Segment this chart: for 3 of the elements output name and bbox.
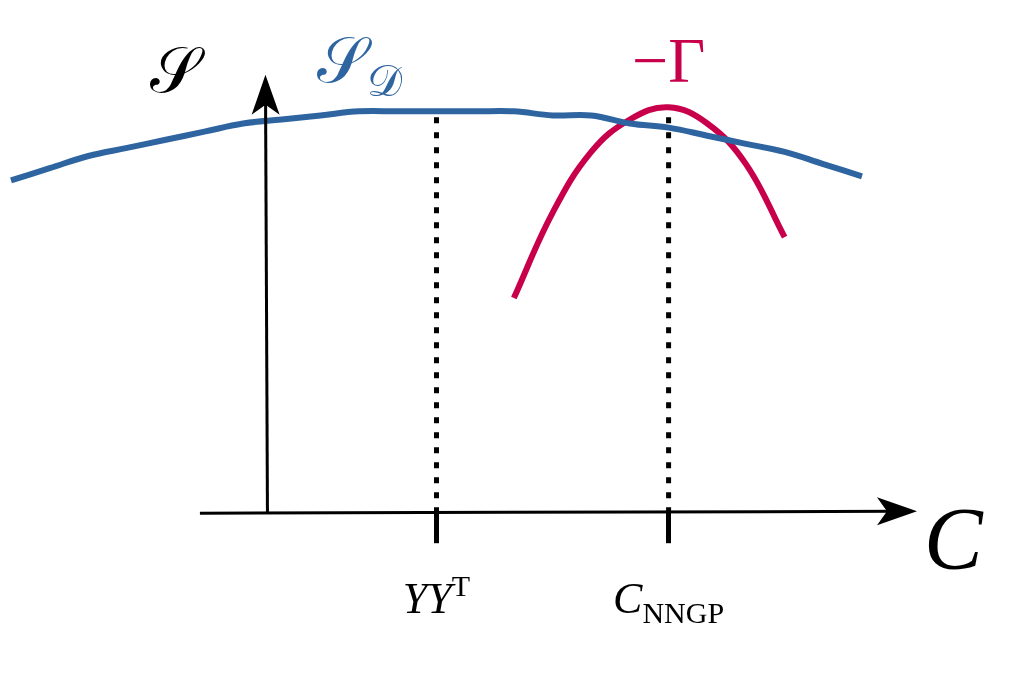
y-axis-title: 𝒮 [150, 34, 206, 106]
series-label: −Γ [632, 25, 706, 97]
x-axis-title: C [924, 490, 984, 588]
